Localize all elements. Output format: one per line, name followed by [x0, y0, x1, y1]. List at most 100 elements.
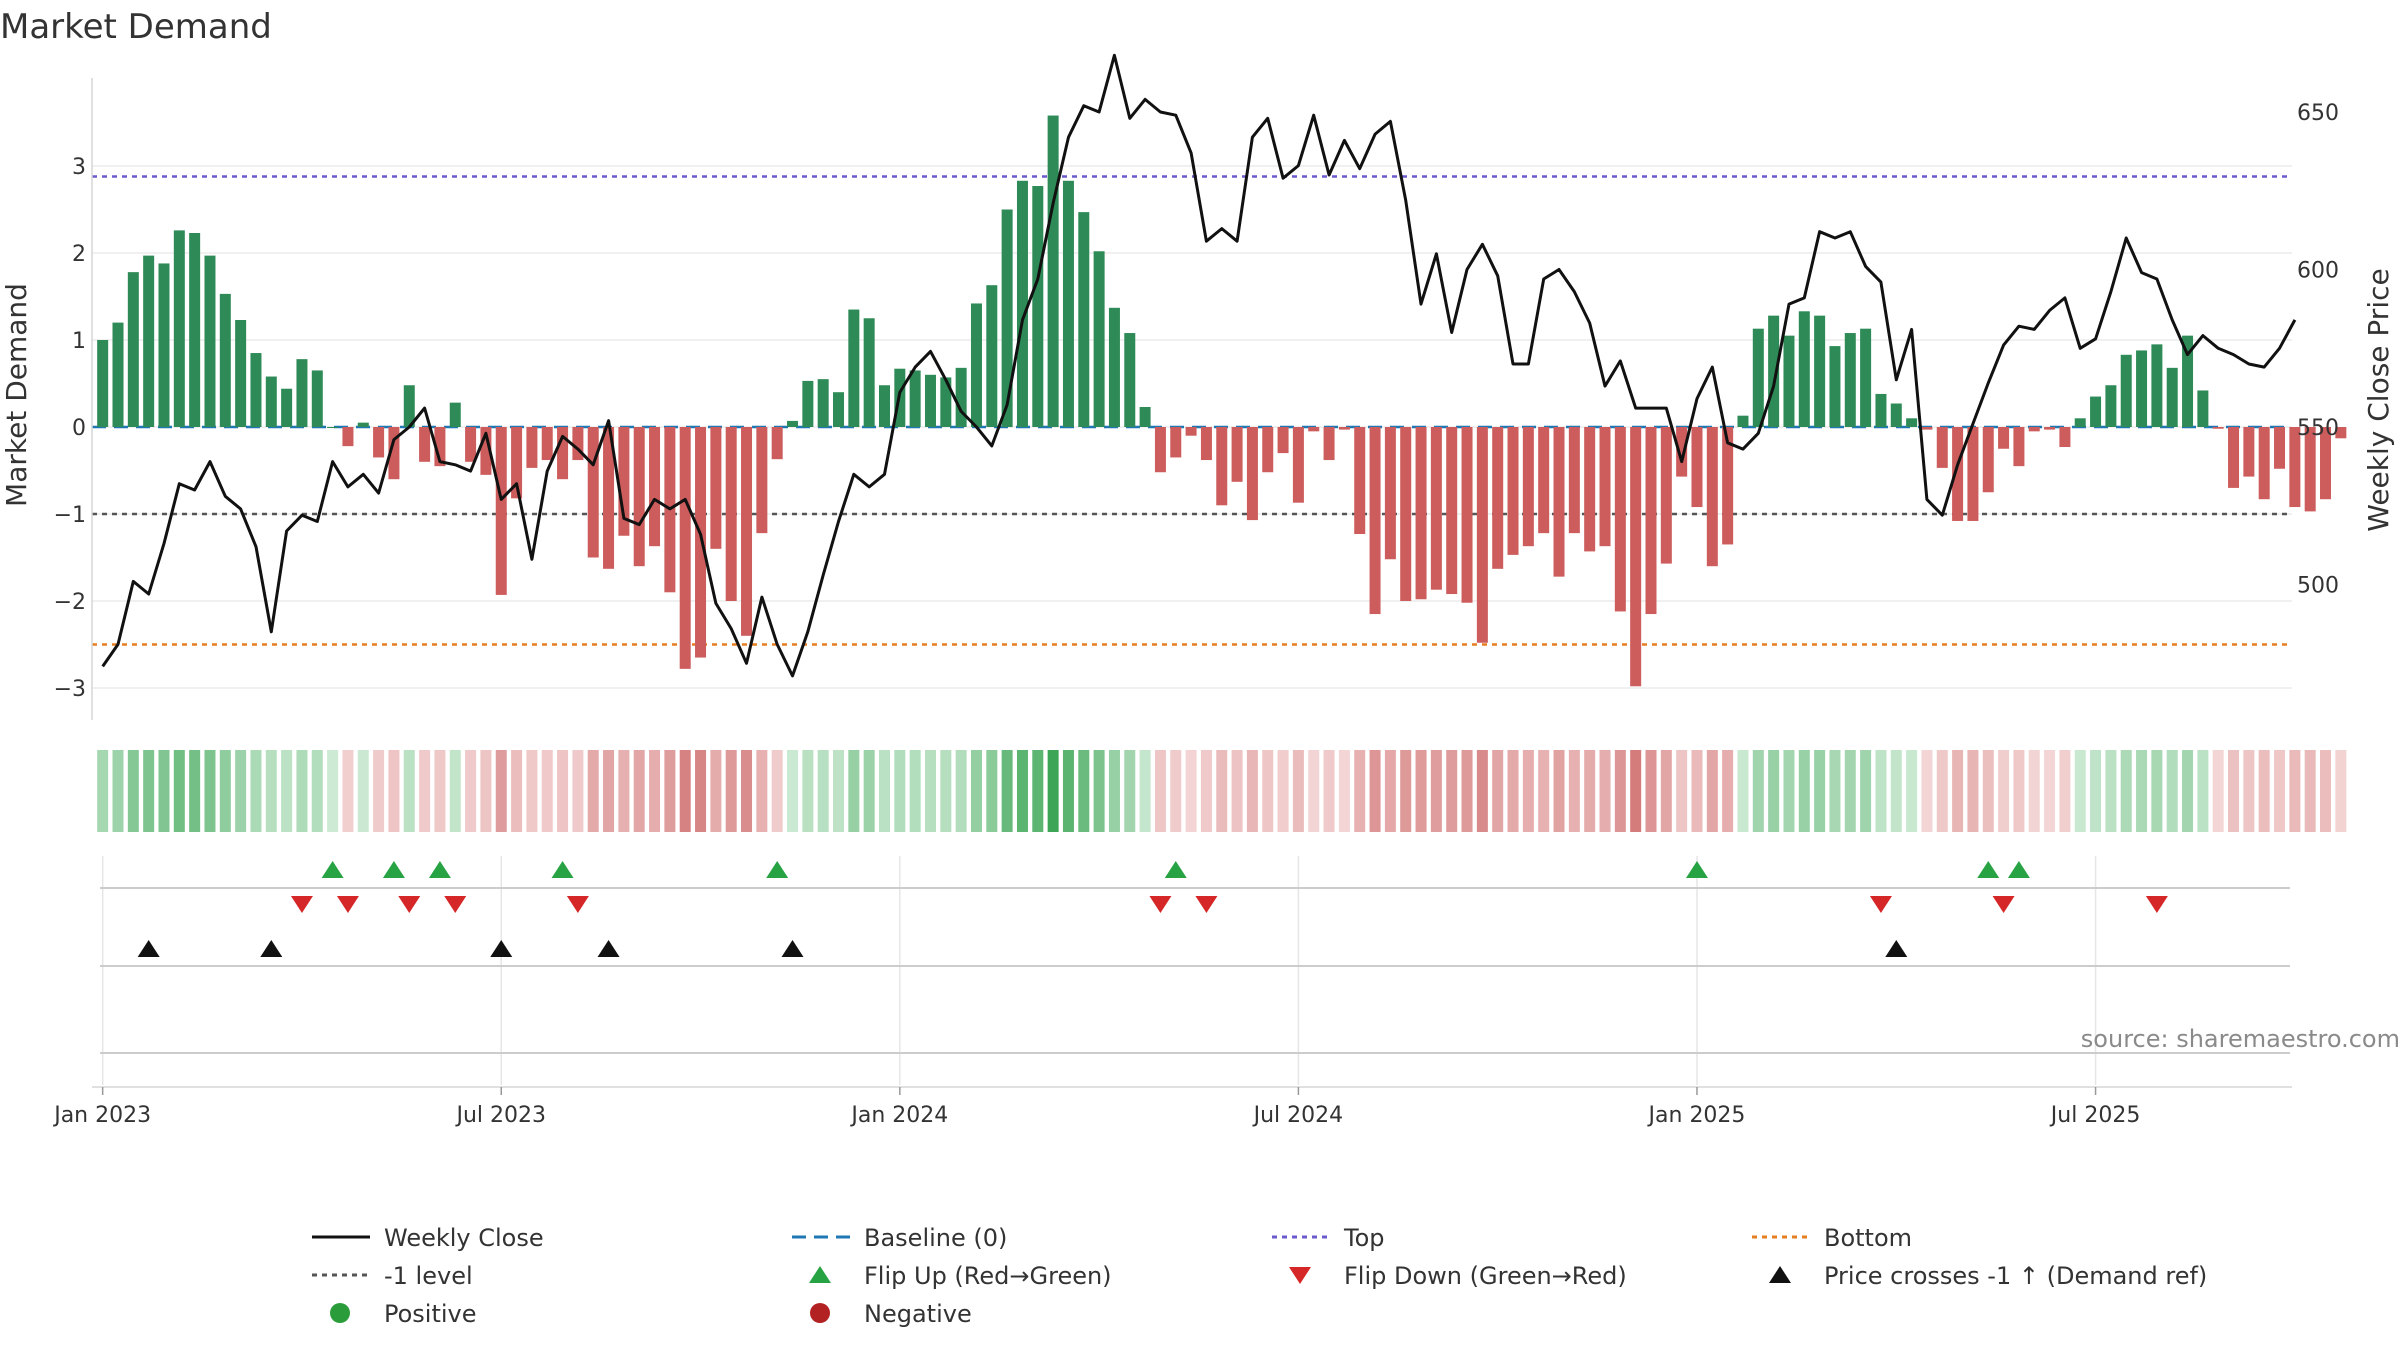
demand-bar — [1737, 415, 1749, 427]
heat-cell — [327, 750, 339, 832]
heat-cell — [357, 750, 369, 832]
signal-markers — [100, 861, 2290, 1054]
cross-minus-one-marker — [490, 940, 513, 957]
heat-cell — [572, 750, 584, 832]
demand-bar — [2304, 427, 2316, 512]
chart-title: Market Demand — [0, 7, 272, 47]
demand-bar — [1752, 328, 1764, 427]
demand-bar — [112, 322, 124, 427]
demand-bar — [1998, 427, 2010, 449]
heat-cell — [1798, 750, 1810, 832]
flip-up-marker — [1164, 861, 1187, 878]
demand-bar — [1553, 427, 1565, 577]
heat-cell — [1691, 750, 1703, 832]
heat-cell — [1507, 750, 1519, 832]
demand-bar — [2197, 390, 2209, 427]
demand-bar — [1415, 427, 1427, 600]
y-tick-label: −2 — [54, 590, 86, 615]
heat-cell — [526, 750, 538, 832]
demand-heat-strip — [97, 750, 2347, 832]
demand-bar — [1844, 333, 1856, 427]
demand-bar — [1032, 186, 1044, 427]
heat-cell — [1814, 750, 1826, 832]
demand-bar — [2289, 427, 2301, 508]
heat-cell — [725, 750, 737, 832]
demand-bar — [1369, 427, 1381, 615]
demand-bar — [863, 318, 875, 427]
y2-tick-label: 650 — [2297, 101, 2339, 126]
legend-label: Positive — [384, 1300, 477, 1328]
demand-bar — [1338, 427, 1350, 430]
demand-bar — [725, 427, 737, 601]
demand-bar — [802, 380, 814, 427]
demand-bar — [1768, 315, 1780, 427]
flip-up-marker — [551, 861, 574, 878]
heat-cell — [511, 750, 523, 832]
demand-bar — [986, 285, 998, 427]
heat-cell — [127, 750, 139, 832]
demand-bar — [833, 392, 845, 427]
demand-bar — [878, 385, 890, 427]
flip-up-marker — [382, 861, 405, 878]
legend: Weekly Close Baseline (0) Top Bottom -1 leve… — [312, 1224, 2207, 1328]
heat-cell — [2136, 750, 2148, 832]
heat-cell — [1921, 750, 1933, 832]
heat-cell — [1844, 750, 1856, 832]
flip-down-marker — [2145, 896, 2168, 913]
cross-minus-one-marker — [597, 940, 620, 957]
demand-bar — [296, 359, 308, 427]
heat-cell — [235, 750, 247, 832]
heat-cell — [633, 750, 645, 832]
heat-cell — [2258, 750, 2270, 832]
demand-bar — [618, 427, 630, 536]
demand-bar — [1614, 427, 1626, 612]
demand-bar — [2013, 427, 2025, 467]
heat-cell — [2182, 750, 2194, 832]
y2-tick-label: 600 — [2297, 259, 2339, 284]
heat-cell — [1032, 750, 1044, 832]
heat-cell — [848, 750, 860, 832]
demand-bar — [480, 427, 492, 475]
y-tick-label: −3 — [54, 677, 86, 702]
demand-bar — [2059, 427, 2071, 448]
demand-bar — [265, 376, 277, 427]
heat-cell — [940, 750, 952, 832]
heat-cell — [1584, 750, 1596, 832]
demand-bar — [1078, 212, 1090, 427]
heat-cell — [587, 750, 599, 832]
heat-cell — [143, 750, 155, 832]
demand-bar — [1982, 427, 1994, 493]
heat-cell — [173, 750, 185, 832]
demand-bar — [2090, 396, 2102, 427]
demand-bar — [143, 255, 155, 427]
heat-cell — [2212, 750, 2224, 832]
flip-up-marker — [1977, 861, 2000, 878]
demand-bar — [1921, 427, 1933, 430]
demand-bar — [1936, 427, 1948, 468]
demand-bar — [1476, 427, 1488, 643]
demand-bar — [388, 427, 400, 480]
demand-bar — [1277, 427, 1289, 454]
demand-bar — [173, 230, 185, 427]
heat-cell — [1952, 750, 1964, 832]
legend-swatch-cross — [1769, 1266, 1791, 1283]
heat-cell — [909, 750, 921, 832]
demand-bar — [1875, 393, 1887, 427]
heat-cell — [2320, 750, 2332, 832]
heat-cell — [311, 750, 323, 832]
demand-bar — [1906, 418, 1918, 427]
heat-cell — [1323, 750, 1335, 832]
flip-up-marker — [766, 861, 789, 878]
legend-label: Bottom — [1824, 1224, 1912, 1252]
demand-bar — [1062, 180, 1074, 427]
demand-bar — [572, 427, 584, 461]
heat-cell — [2074, 750, 2086, 832]
demand-bar — [1308, 427, 1320, 432]
demand-bar — [817, 379, 829, 427]
heat-cell — [1829, 750, 1841, 832]
demand-bar — [2228, 427, 2240, 488]
heat-cell — [1292, 750, 1304, 832]
heat-cell — [1154, 750, 1166, 832]
demand-bar — [2335, 427, 2347, 439]
